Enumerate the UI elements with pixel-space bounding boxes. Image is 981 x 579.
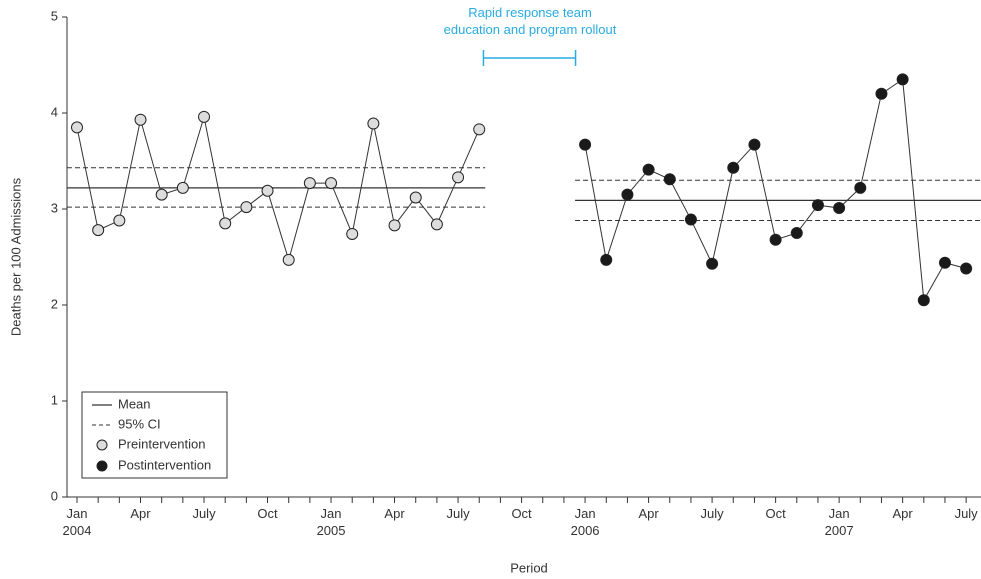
- point: [430, 218, 443, 231]
- point: [325, 177, 338, 190]
- legend-marker: [96, 439, 108, 451]
- point: [706, 257, 719, 270]
- annotation: Rapid response team education and progra…: [443, 5, 617, 37]
- x-tick-label: Apr: [384, 506, 405, 521]
- point: [727, 161, 740, 174]
- y-tick-label: 0: [51, 488, 58, 503]
- x-tick-label: Jan 2005: [316, 506, 346, 538]
- x-tick-label: Oct: [257, 506, 278, 521]
- point: [303, 177, 316, 190]
- point: [240, 201, 253, 214]
- point: [663, 173, 676, 186]
- y-tick-label: 3: [51, 200, 58, 215]
- x-tick-label: July: [192, 506, 216, 521]
- legend-label: 95% CI: [118, 416, 161, 431]
- y-tick-label: 1: [51, 392, 58, 407]
- point: [748, 138, 761, 151]
- x-tick-label: Jan 2006: [570, 506, 600, 538]
- x-tick-label: Oct: [511, 506, 532, 521]
- x-tick-label: Apr: [638, 506, 659, 521]
- point: [409, 191, 422, 204]
- point: [811, 199, 824, 212]
- point: [198, 110, 211, 123]
- legend-marker: [96, 460, 108, 472]
- point: [176, 181, 189, 194]
- x-tick-label: Jan 2007: [824, 506, 854, 538]
- point: [621, 188, 634, 201]
- legend-label: Mean: [118, 396, 151, 411]
- point: [134, 113, 147, 126]
- point: [875, 87, 888, 100]
- point: [92, 224, 105, 237]
- point: [282, 253, 295, 266]
- x-tick-label: July: [446, 506, 470, 521]
- point: [600, 253, 613, 266]
- point: [684, 213, 697, 226]
- point: [367, 117, 380, 130]
- x-tick-label: Oct: [765, 506, 786, 521]
- x-tick-label: July: [700, 506, 724, 521]
- point: [261, 184, 274, 197]
- point: [960, 262, 973, 275]
- legend-label: Preintervention: [118, 436, 205, 451]
- y-tick-label: 5: [51, 8, 58, 23]
- point: [473, 123, 486, 136]
- point: [452, 171, 465, 184]
- point: [388, 219, 401, 232]
- point: [155, 188, 168, 201]
- x-tick-label: Jan 2004: [62, 506, 92, 538]
- x-tick-label: July: [954, 506, 978, 521]
- point: [346, 227, 359, 240]
- point: [769, 233, 782, 246]
- point: [790, 227, 803, 239]
- point: [642, 163, 655, 176]
- point: [938, 256, 951, 269]
- y-tick-label: 4: [51, 104, 58, 119]
- x-axis-title: Period: [510, 560, 548, 575]
- point: [896, 73, 909, 86]
- x-tick-label: Apr: [130, 506, 151, 521]
- legend-label: Postintervention: [118, 457, 211, 472]
- point: [113, 214, 126, 227]
- series-line: [584, 78, 967, 302]
- point: [579, 138, 592, 151]
- point: [71, 121, 83, 134]
- point: [219, 217, 232, 230]
- point: [833, 202, 846, 215]
- y-tick-label: 2: [51, 296, 58, 311]
- point: [854, 181, 867, 194]
- x-tick-label: Apr: [892, 506, 913, 521]
- y-axis-title: Deaths per 100 Admissions: [8, 177, 23, 336]
- point: [917, 294, 930, 307]
